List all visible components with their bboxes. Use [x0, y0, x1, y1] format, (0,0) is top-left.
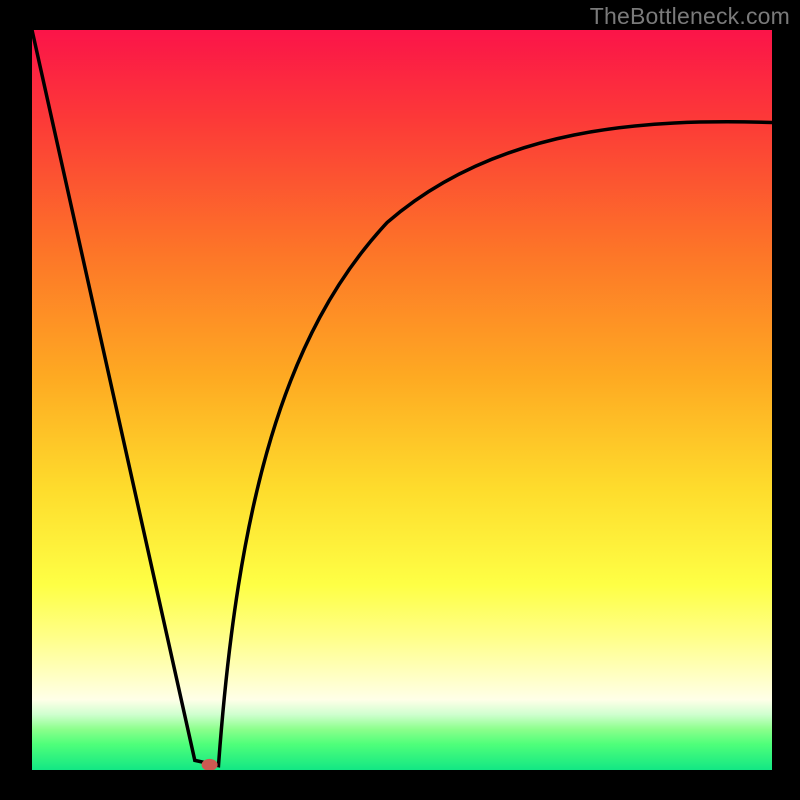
chart-container: TheBottleneck.com: [0, 0, 800, 800]
gradient-plot-area: [32, 30, 772, 770]
watermark-text: TheBottleneck.com: [590, 3, 790, 30]
gradient-rect: [32, 30, 772, 770]
